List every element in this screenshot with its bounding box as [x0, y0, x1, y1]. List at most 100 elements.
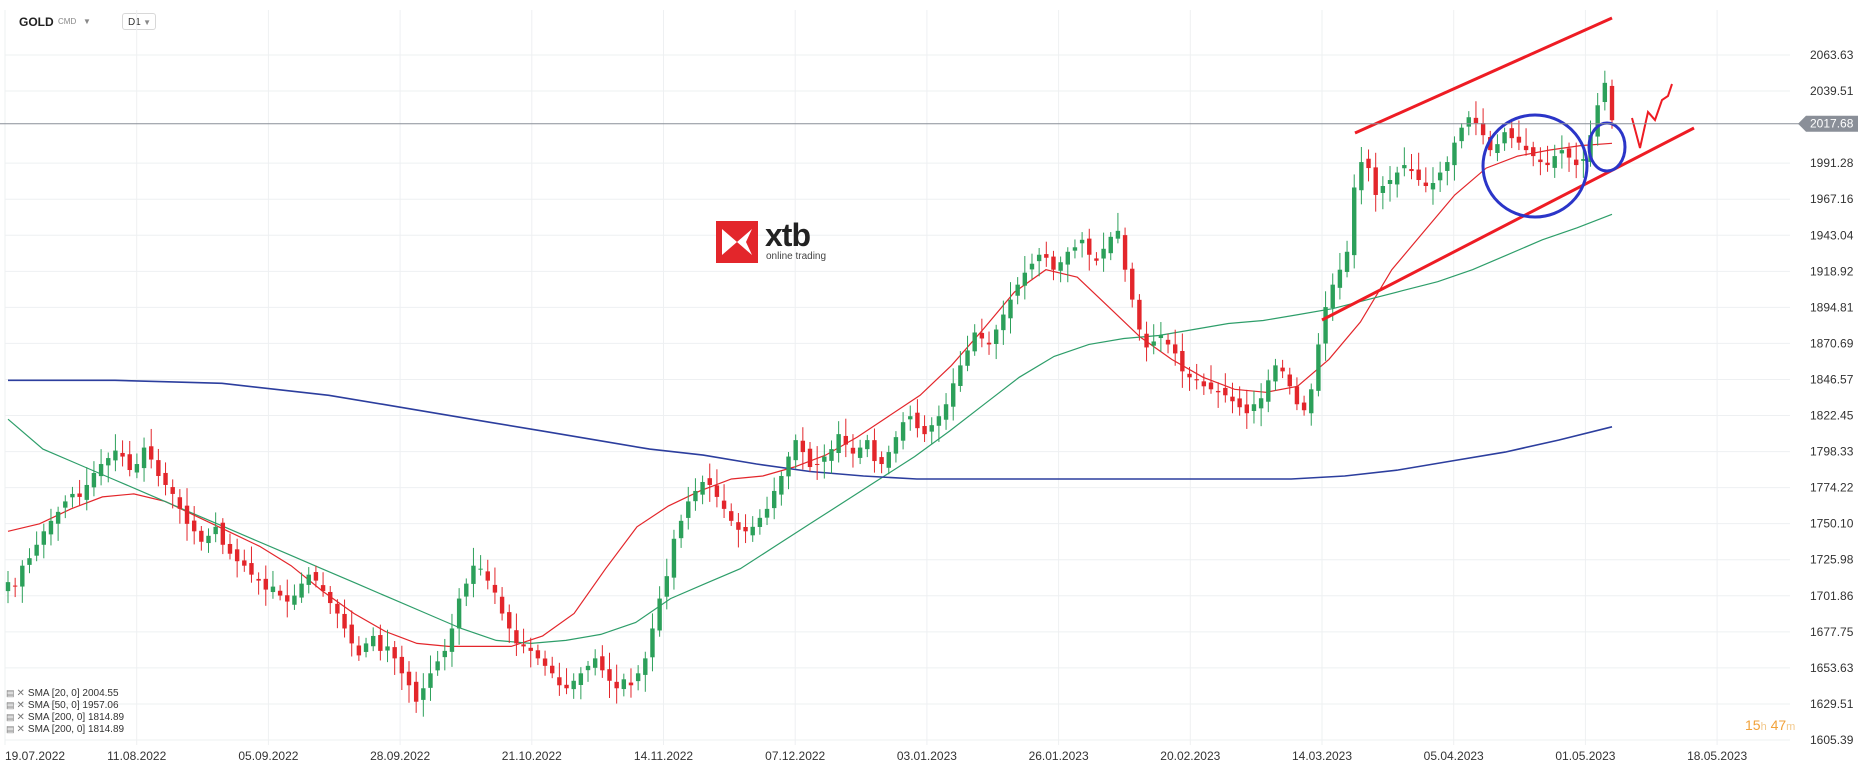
remove-indicator-icon[interactable]: ✕: [16, 700, 25, 711]
candle-body: [1258, 398, 1264, 409]
price-tick-label: 2039.51: [1810, 84, 1854, 98]
indicator-settings-icon[interactable]: ▤: [6, 712, 15, 722]
candle-body: [1158, 335, 1164, 339]
candle-body: [1237, 398, 1242, 408]
candle-body: [485, 571, 490, 581]
candle-body: [571, 680, 576, 690]
candle-body: [242, 560, 247, 566]
symbol-dropdown-icon[interactable]: ▼: [83, 17, 91, 26]
candle-body: [965, 350, 970, 366]
candle-body: [693, 490, 698, 502]
legend-item[interactable]: ▤ ✕ SMA [200, 0] 1814.89: [6, 711, 124, 724]
indicator-settings-icon[interactable]: ▤: [6, 688, 15, 698]
date-tick-label: 14.11.2022: [634, 749, 693, 763]
candle-body: [127, 454, 132, 471]
candle-body: [306, 574, 311, 585]
legend-label: SMA [200, 0] 1814.89: [27, 724, 125, 735]
candle-body: [156, 460, 161, 476]
candle-body: [5, 582, 11, 592]
candle-body: [91, 473, 97, 488]
candle-body: [1051, 256, 1056, 270]
candle-body: [385, 646, 390, 651]
candle-body: [421, 688, 426, 700]
date-tick-label: 03.01.2023: [897, 749, 957, 763]
candle-body: [1466, 117, 1471, 127]
candle-body: [657, 598, 662, 631]
candle-body: [428, 673, 433, 688]
candle-body: [793, 440, 798, 461]
candle-body: [149, 446, 154, 460]
legend-item[interactable]: ▤ ✕ SMA [50, 0] 1957.06: [6, 699, 119, 712]
candle-body: [1531, 147, 1536, 157]
candle-body: [729, 511, 734, 521]
candle-body: [234, 549, 240, 562]
candle-body: [363, 643, 369, 652]
candle-body: [328, 591, 333, 604]
price-tick-label: 1750.10: [1810, 517, 1854, 531]
remove-indicator-icon[interactable]: ✕: [16, 724, 25, 735]
candle-body: [865, 440, 870, 450]
candle-body: [449, 628, 455, 652]
candle-body: [1208, 382, 1214, 390]
candle-body: [585, 665, 591, 671]
candle-body: [1416, 169, 1421, 181]
candle-body: [1301, 402, 1307, 411]
candle-body: [48, 520, 54, 535]
price-tag: [1798, 115, 1858, 132]
price-tick-label: 1846.57: [1810, 372, 1854, 386]
remove-indicator-icon[interactable]: ✕: [16, 712, 25, 723]
candle-body: [356, 645, 362, 656]
candle-body: [292, 595, 297, 605]
date-tick-label: 18.05.2023: [1687, 749, 1747, 763]
candle-body: [1165, 339, 1171, 345]
candle-body: [943, 404, 949, 420]
legend-item[interactable]: ▤ ✕ SMA [200, 0] 1814.89: [6, 723, 124, 736]
price-axis: 2063.63 2039.51 1991.28 1967.16 1943.04 1918.…: [1810, 48, 1854, 747]
candle-body: [206, 535, 211, 544]
timeframe-select[interactable]: D1 ▼: [122, 13, 156, 30]
candle-body: [1151, 341, 1156, 346]
candle-body: [170, 487, 175, 494]
candle-body: [771, 490, 777, 509]
candle-body: [786, 456, 791, 477]
candle-body: [471, 565, 476, 584]
candle-body: [1244, 404, 1250, 414]
candle-body: [1015, 284, 1020, 296]
candle-body: [886, 452, 891, 468]
candle-body: [915, 412, 920, 429]
remove-indicator-icon[interactable]: ✕: [16, 688, 25, 699]
price-tick-label: 1774.22: [1810, 481, 1854, 495]
candle-body: [134, 464, 140, 473]
candle-body: [929, 425, 934, 432]
candle-body: [1566, 148, 1572, 158]
candle-body: [77, 493, 82, 497]
candle-body: [993, 329, 999, 345]
candle-body: [1516, 136, 1522, 143]
candle-body: [335, 603, 340, 614]
sma-20-line: [7, 142, 1613, 648]
candle-body: [750, 526, 755, 536]
candle-body: [1344, 251, 1350, 272]
candle-body: [1323, 307, 1328, 344]
indicator-settings-icon[interactable]: ▤: [6, 724, 15, 734]
candle-body: [1044, 254, 1049, 258]
candle-body: [550, 665, 555, 674]
candle-body: [1523, 145, 1529, 151]
indicator-settings-icon[interactable]: ▤: [6, 700, 15, 710]
candle-body: [1573, 159, 1579, 166]
legend-item[interactable]: ▤ ✕ SMA [20, 0] 2004.55: [6, 687, 119, 700]
candle-body: [1352, 187, 1357, 256]
candle-body: [249, 563, 254, 575]
date-tick-label: 28.09.2022: [370, 749, 430, 763]
candle-body: [442, 650, 448, 658]
candle-body: [435, 661, 440, 671]
candle-body: [628, 682, 634, 686]
breakout-circle: [1587, 121, 1627, 173]
date-tick-label: 07.12.2022: [765, 749, 825, 763]
candle-body: [714, 485, 720, 497]
candle-body: [113, 450, 118, 461]
candle-body: [456, 598, 462, 629]
symbol-label[interactable]: GOLD: [19, 15, 54, 29]
candle-body: [879, 457, 884, 465]
